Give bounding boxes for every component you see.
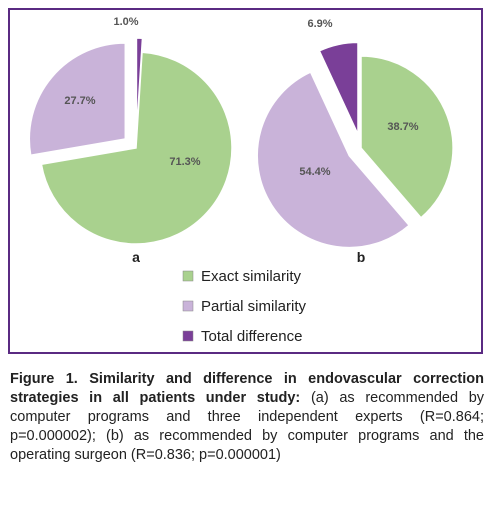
- pie-slice-total-difference: [318, 41, 359, 135]
- slice-label-partial-similarity: 27.7%: [64, 95, 95, 107]
- legend-swatch-total-difference: [182, 330, 194, 342]
- pie-slice-exact-similarity: [360, 55, 454, 219]
- legend-swatch-exact-similarity: [182, 270, 194, 282]
- pie-slice-partial-similarity: [28, 42, 127, 157]
- caption-body: (a) as recommended by computer programs …: [10, 390, 485, 463]
- slice-label-exact-similarity: 38.7%: [387, 121, 418, 133]
- legend-label-partial-similarity: Partial similarity: [201, 298, 307, 315]
- pie-slice-exact-similarity: [40, 51, 233, 245]
- legend-label-exact-similarity: Exact similarity: [201, 268, 302, 285]
- slice-label-total-difference: 1.0%: [113, 16, 138, 28]
- slice-label-total-difference: 6.9%: [307, 18, 332, 30]
- legend-label-total-difference: Total difference: [201, 328, 302, 345]
- slice-label-exact-similarity: 71.3%: [169, 156, 200, 168]
- legend-swatch-partial-similarity: [182, 300, 194, 312]
- pie-slice-total-difference: [135, 37, 144, 135]
- pie-chart-b: 38.7% 54.4% 6.9%: [256, 18, 454, 249]
- legend: Exact similarity Partial similarity Total …: [182, 268, 307, 345]
- panel-label-b: b: [357, 249, 366, 265]
- pie-slice-partial-similarity: [256, 71, 411, 249]
- slice-label-partial-similarity: 54.4%: [299, 166, 330, 178]
- pie-charts: 71.3% 27.7% 1.0% 38.7% 54.4% 6.9% a b Exact …: [28, 16, 454, 345]
- pie-chart-a: 71.3% 27.7% 1.0%: [28, 16, 233, 245]
- caption-title: Figure 1. Similarity and difference in e…: [10, 371, 484, 406]
- figure-caption: Figure 1. Similarity and difference in e…: [10, 370, 484, 465]
- panel-label-a: a: [132, 249, 140, 265]
